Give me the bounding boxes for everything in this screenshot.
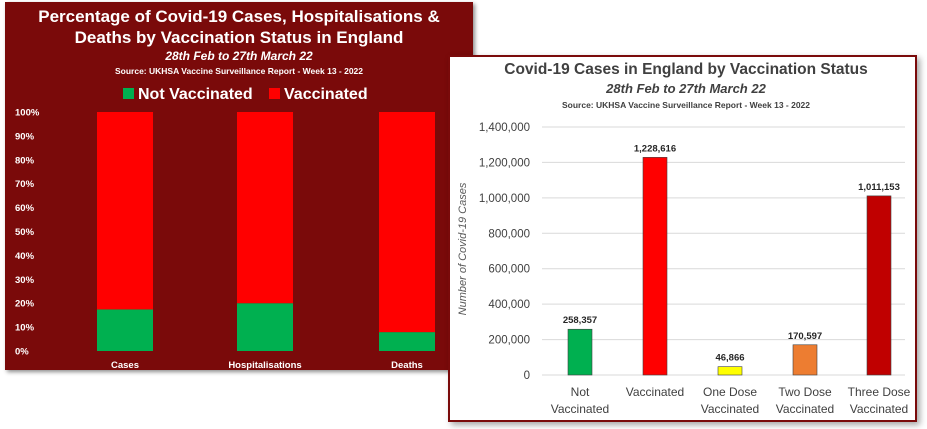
right-x-tick-not-vaccinated-line1: Not [571, 385, 590, 399]
data-label-one-dose-vaccinated: 46,866 [715, 353, 744, 364]
bar-cases-not-vaccinated [97, 309, 153, 351]
data-label-not-vaccinated: 258,357 [563, 315, 597, 326]
right-y-axis-title: Number of Covid-19 Cases [457, 182, 469, 315]
left-bars [97, 112, 435, 351]
right-gridlines [542, 126, 905, 376]
left-y-tick-70: 70% [15, 179, 35, 190]
bar-vaccinated [642, 157, 668, 376]
left-y-tick-50: 50% [15, 227, 35, 238]
bar-two-dose-vaccinated [792, 344, 818, 376]
left-y-tick-90: 90% [15, 131, 35, 142]
left-y-tick-60: 60% [15, 203, 35, 214]
right-y-tick-1-000-000: 1,000,000 [479, 193, 530, 205]
bar-cases-vaccinated [97, 112, 153, 310]
legend-swatch-not-vaccinated [123, 88, 134, 99]
right-y-tick-600-000: 600,000 [488, 264, 530, 276]
right-y-tick-1-400-000: 1,400,000 [479, 122, 530, 134]
data-label-vaccinated: 1,228,616 [634, 143, 676, 154]
right-x-axis: Not Vaccinated Vaccinated One Dose Vaccinate… [551, 385, 911, 416]
right-data-labels: 258,357 1,228,616 46,866 170,597 1,011,153 [563, 143, 900, 363]
left-y-tick-10: 10% [15, 323, 35, 334]
right-y-tick-0: 0 [524, 370, 530, 382]
left-chart-source: Source: UKHSA Vaccine Surveillance Repor… [115, 66, 363, 76]
right-y-tick-800-000: 800,000 [488, 228, 530, 240]
left-chart-subtitle: 28th Feb to 27th March 22 [164, 49, 313, 63]
bar-hospitalisations-not-vaccinated [237, 303, 293, 351]
bar-three-dose-vaccinated [866, 195, 892, 376]
bar-deaths-vaccinated [379, 112, 435, 333]
percentage-chart-panel: Percentage of Covid-19 Cases, Hospitalis… [5, 2, 473, 370]
right-x-tick-three-dose-vaccinated-line1: Three Dose [848, 385, 911, 399]
right-x-tick-three-dose-vaccinated-line2: Vaccinated [850, 402, 908, 416]
right-x-tick-not-vaccinated-line2: Vaccinated [551, 402, 609, 416]
right-x-tick-vaccinated-line1: Vaccinated [626, 385, 684, 399]
right-chart-source: Source: UKHSA Vaccine Surveillance Repor… [562, 100, 810, 110]
legend-swatch-vaccinated [269, 88, 280, 99]
left-y-tick-0: 0% [15, 347, 29, 358]
bar-one-dose-vaccinated [717, 366, 743, 376]
right-y-tick-200-000: 200,000 [488, 335, 530, 347]
right-chart-subtitle: 28th Feb to 27th March 22 [605, 81, 766, 96]
left-x-tick-deaths: Deaths [391, 360, 423, 370]
right-y-tick-400-000: 400,000 [488, 299, 530, 311]
left-chart-title-line1: Percentage of Covid-19 Cases, Hospitalis… [38, 7, 440, 26]
left-x-axis: Cases Hospitalisations Deaths [111, 360, 423, 370]
data-label-three-dose-vaccinated: 1,011,153 [858, 182, 900, 193]
right-chart-title: Covid-19 Cases in England by Vaccination… [504, 61, 868, 78]
bar-deaths-not-vaccinated [379, 332, 435, 351]
cases-chart: Covid-19 Cases in England by Vaccination… [457, 61, 911, 416]
legend-label-vaccinated: Vaccinated [284, 86, 368, 103]
data-label-two-dose-vaccinated: 170,597 [788, 331, 822, 342]
right-x-tick-two-dose-vaccinated-line1: Two Dose [778, 385, 832, 399]
left-x-tick-cases: Cases [111, 360, 139, 370]
legend-label-not-vaccinated: Not Vaccinated [138, 86, 253, 103]
left-x-tick-hospitalisations: Hospitalisations [228, 360, 301, 370]
percentage-chart: Percentage of Covid-19 Cases, Hospitalis… [15, 7, 440, 370]
bar-not-vaccinated [567, 328, 593, 376]
left-y-tick-40: 40% [15, 251, 35, 262]
right-bars [567, 157, 892, 376]
left-y-tick-30: 30% [15, 275, 35, 286]
left-legend: Not Vaccinated Vaccinated [123, 86, 368, 103]
right-x-tick-one-dose-vaccinated-line2: Vaccinated [701, 402, 759, 416]
right-y-axis: 1,400,000 1,200,000 1,000,000 800,000 600,00… [479, 122, 530, 382]
left-chart-title-line2: Deaths by Vaccination Status in England [75, 28, 404, 47]
right-y-tick-1-200-000: 1,200,000 [479, 157, 530, 169]
left-y-tick-100: 100% [15, 108, 40, 119]
right-x-tick-one-dose-vaccinated-line1: One Dose [703, 385, 757, 399]
right-x-tick-two-dose-vaccinated-line2: Vaccinated [776, 402, 834, 416]
bar-hospitalisations-vaccinated [237, 112, 293, 304]
left-y-tick-20: 20% [15, 299, 35, 310]
left-y-axis: 100% 90% 80% 70% 60% 50% 40% 30% 20% 10% 0% [15, 108, 40, 358]
cases-chart-panel: Covid-19 Cases in England by Vaccination… [448, 55, 917, 422]
left-y-tick-80: 80% [15, 155, 35, 166]
